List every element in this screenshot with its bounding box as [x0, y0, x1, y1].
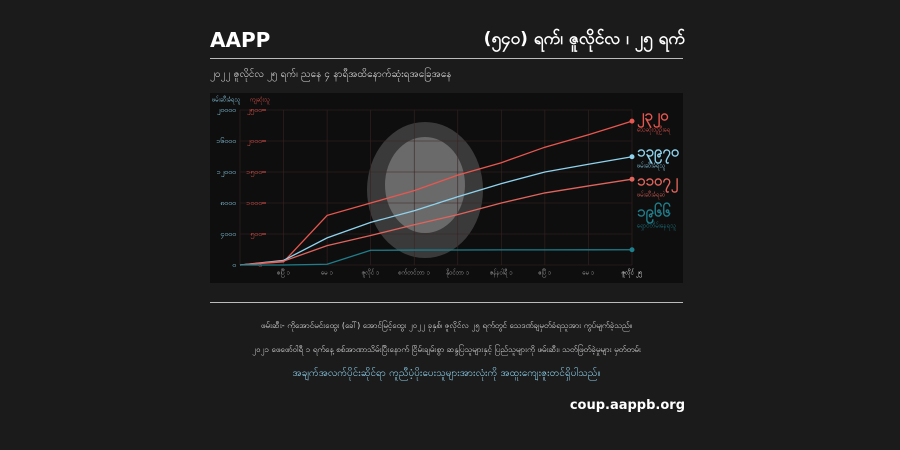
- value-label: ၁၉၆၆: [637, 202, 671, 225]
- y2-tick-label: ၅၀၀: [250, 230, 262, 239]
- x-tick-label: မေ ၁: [582, 270, 594, 277]
- y2-tick-label: ၁၅၀၀: [246, 168, 262, 177]
- portrait-face: [385, 137, 465, 233]
- end-point: [629, 247, 635, 253]
- date-title: (၅၄၀) ရက်၊ ဇူလိုင်လ ၊ ၂၅ ရက်: [483, 29, 685, 49]
- series-line: [239, 156, 633, 266]
- series-line: [240, 249, 633, 266]
- y-tick-label: ၁၂၀၀၀: [217, 168, 236, 177]
- y2-tick-label: ၁၀၀၀: [246, 199, 262, 207]
- footer-line: အချက်အလက်ပိုင်းဆိုင်ရာ ကူညီပံ့ပိုးပေးသူမ…: [292, 368, 601, 379]
- end-point: [629, 154, 635, 160]
- series-name: ဖမ်းဆီးခံရဆဲ: [637, 191, 665, 200]
- value-label: ၂၃၂၀: [637, 107, 669, 129]
- x-tick-label: နိုဝင်ဘာ ၁: [446, 269, 469, 278]
- x-tick-label: ဧပြီ ၁: [538, 268, 551, 278]
- subtitle: ၂၀၂၂ ဇူလိုင်လ ၂၅ ရက်၊ ညနေ ၄ နာရီအထိနောက်…: [210, 69, 452, 80]
- series-name: ဖမ်းဆီးခံရသူ: [637, 162, 666, 171]
- end-point: [629, 176, 635, 182]
- series-line: [239, 120, 633, 266]
- series-line: [239, 178, 633, 266]
- y-tick-label: ၈၀၀၀: [220, 199, 236, 207]
- org-title: AAPP: [210, 28, 271, 52]
- footer-line: ၂၀၂၁ ဖေဖော်ဝါရီ ၁ ရက်နေ့ စစ်အာဏာသိမ်းပြီ…: [252, 345, 641, 354]
- y-axis-label: ဖမ်းဆီးခံရသူ: [212, 96, 241, 105]
- x-tick-label: ဧပြီ ၁: [277, 268, 290, 278]
- url: coup.aappb.org: [569, 398, 685, 413]
- series-name: သေဆုံးသူဦးရေ: [637, 126, 671, 135]
- y-tick-label: ၄၀၀၀: [220, 230, 236, 239]
- y2-tick-label: ၂၅၀၀: [246, 106, 262, 115]
- x-tick-label: စက်တင်ဘာ ၁: [398, 269, 430, 277]
- footer-line: ဖမ်းဆီး- ကိုအောင်မင်းထွေး (ခေါ်) အောင်မြ…: [260, 321, 633, 330]
- end-point: [629, 118, 635, 124]
- y-tick-label: ၂၀၀၀၀: [216, 106, 236, 115]
- x-tick-label: ဇူလိုင် ၂၅: [622, 269, 643, 278]
- y-tick-label: ၁၆၀၀၀: [216, 137, 236, 145]
- rule: [210, 58, 683, 59]
- x-tick-label: မေ ၁: [321, 270, 333, 277]
- chart: ဖမ်းဆီးခံရသူ ကျဆုံးသူ ၀ ၄၀၀၀ ၈၀၀၀ ၁၂၀၀၀ ၁၆၀၀…: [210, 93, 683, 283]
- y2-axis-label: ကျဆုံးသူ: [250, 97, 270, 105]
- y-tick-label: ၀: [232, 261, 236, 269]
- x-tick-label: ဇန်နဝါရီ ၁: [490, 269, 513, 278]
- value-label: ၁၃၉၇၀: [637, 143, 680, 165]
- value-label: ၁၁၀၇၂: [637, 172, 679, 194]
- series-name: ရှောင်တိမ်းနေရသူ: [637, 222, 676, 231]
- y2-tick-label: ၂၀၀၀: [246, 137, 262, 146]
- x-tick-label: ဇူလိုင် ၁: [362, 269, 380, 278]
- rule: [210, 302, 683, 303]
